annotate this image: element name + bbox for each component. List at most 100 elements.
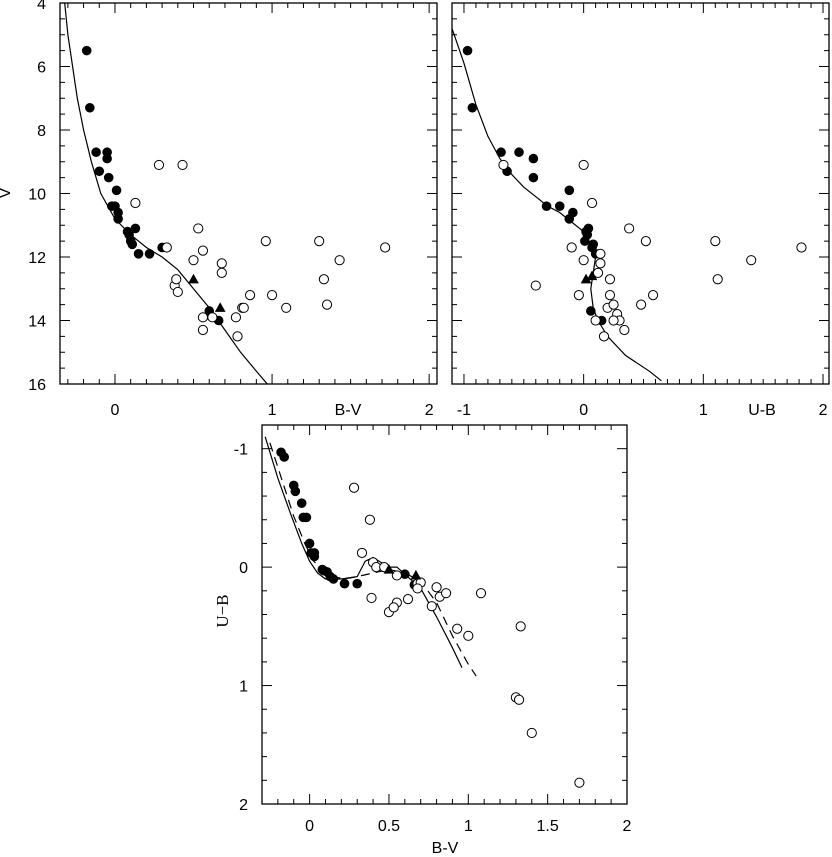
y-tick-label: -1 [234, 442, 248, 459]
data-point-open [515, 621, 526, 632]
x-tick-label: 1 [699, 402, 708, 419]
data-point-open [216, 267, 227, 278]
data-point-open [624, 223, 635, 234]
data-point-open [586, 197, 598, 209]
y-tick-label: 1 [239, 679, 248, 696]
data-point-open [647, 290, 659, 301]
data-point-open [526, 727, 537, 739]
data-point-open [197, 312, 209, 323]
data-point-open [334, 255, 345, 266]
data-point-filled [514, 147, 524, 158]
data-point-triangle [410, 569, 422, 580]
data-point-open [590, 315, 601, 326]
x-tick-label: 0 [305, 818, 314, 835]
data-point-filled [103, 172, 114, 183]
data-point-filled [467, 102, 478, 113]
y-tick-label: 10 [28, 187, 46, 204]
data-point-filled [528, 153, 539, 164]
data-point-open [598, 331, 610, 342]
data-point-filled [296, 498, 307, 508]
x-tick-label: 1 [464, 818, 473, 835]
y-tick-label: 14 [28, 314, 46, 331]
data-point-open [530, 280, 541, 291]
x-tick-label: 2 [819, 402, 828, 419]
data-point-filled [528, 172, 539, 183]
chart-panel-3: 0 0.5 1 1.5 2 -1 0 1 2 B-V U−B [213, 424, 632, 857]
isochrone-curve-dashed [269, 442, 477, 677]
data-point-filled [81, 45, 92, 56]
x-axis-title: B-V [335, 402, 362, 419]
data-point-open [193, 223, 204, 234]
isochrone-curve [64, 3, 268, 384]
data-point-open [578, 255, 589, 266]
data-point-open [796, 242, 807, 253]
data-point-triangle [383, 563, 395, 574]
data-point-open [366, 592, 377, 604]
x-tick-label: 0 [111, 402, 120, 419]
x-tick-label: 0.5 [378, 818, 400, 835]
data-point-triangle [214, 302, 226, 312]
data-point-open [130, 197, 141, 209]
plot-frame [261, 424, 628, 805]
data-point-open [578, 159, 589, 171]
plot-frame [451, 2, 830, 385]
isochrone-curve [452, 28, 662, 382]
data-point-open [380, 242, 391, 253]
data-point-open [608, 315, 619, 326]
x-axis-title: B-V [432, 840, 459, 857]
data-point-open [318, 274, 329, 285]
x-tick-label: 2 [425, 402, 434, 419]
data-point-open [640, 236, 651, 247]
data-point-open [712, 274, 723, 285]
x-tick-label: 0 [579, 402, 588, 419]
data-point-open [574, 777, 585, 788]
x-tick-label: 1 [268, 402, 277, 419]
data-point-filled [586, 306, 596, 316]
y-tick-label: 0 [239, 560, 248, 577]
data-point-open [230, 312, 242, 323]
data-point-open [440, 588, 452, 599]
data-point-open [619, 324, 630, 336]
data-point-open [314, 236, 325, 247]
data-point-open [238, 302, 249, 313]
y-tick-label: 2 [239, 797, 248, 814]
data-point-filled [127, 239, 138, 250]
data-point-open [592, 267, 604, 278]
data-point-open [595, 248, 606, 259]
data-point-open [710, 236, 721, 247]
data-point-open [197, 245, 209, 256]
data-point-filled [564, 185, 575, 196]
data-point-filled [339, 578, 350, 589]
data-point-filled [309, 548, 320, 558]
data-point-filled [328, 574, 339, 584]
data-point-open [402, 594, 414, 605]
x-axis-title: U-B [748, 402, 776, 419]
data-point-filled [541, 201, 552, 211]
data-point-open [635, 299, 647, 310]
data-point-filled [279, 452, 290, 462]
data-point-filled [352, 578, 363, 589]
data-point-open [177, 159, 188, 171]
data-point-filled [564, 214, 575, 224]
x-tick-label: -1 [457, 402, 471, 419]
y-tick-label: 8 [37, 123, 46, 140]
data-point-filled [583, 223, 594, 234]
data-point-open [746, 255, 757, 266]
data-point-filled [496, 147, 506, 158]
data-point-open [595, 258, 606, 269]
data-point-filled [304, 538, 315, 549]
data-point-filled [111, 185, 122, 196]
data-point-filled [144, 249, 155, 259]
data-point-filled [298, 512, 309, 523]
y-tick-label: 6 [37, 60, 46, 77]
data-point-open [172, 286, 183, 298]
y-axis-title: V [0, 187, 14, 198]
data-point-open [260, 236, 271, 247]
data-point-triangle [586, 270, 598, 281]
data-point-filled [290, 486, 301, 497]
data-point-open [608, 299, 619, 310]
x-tick-label: 1.5 [537, 818, 559, 835]
chart-panel-2: -1 0 1 2 U-B [451, 2, 830, 419]
data-point-open [566, 242, 577, 253]
data-point-open [388, 602, 399, 613]
